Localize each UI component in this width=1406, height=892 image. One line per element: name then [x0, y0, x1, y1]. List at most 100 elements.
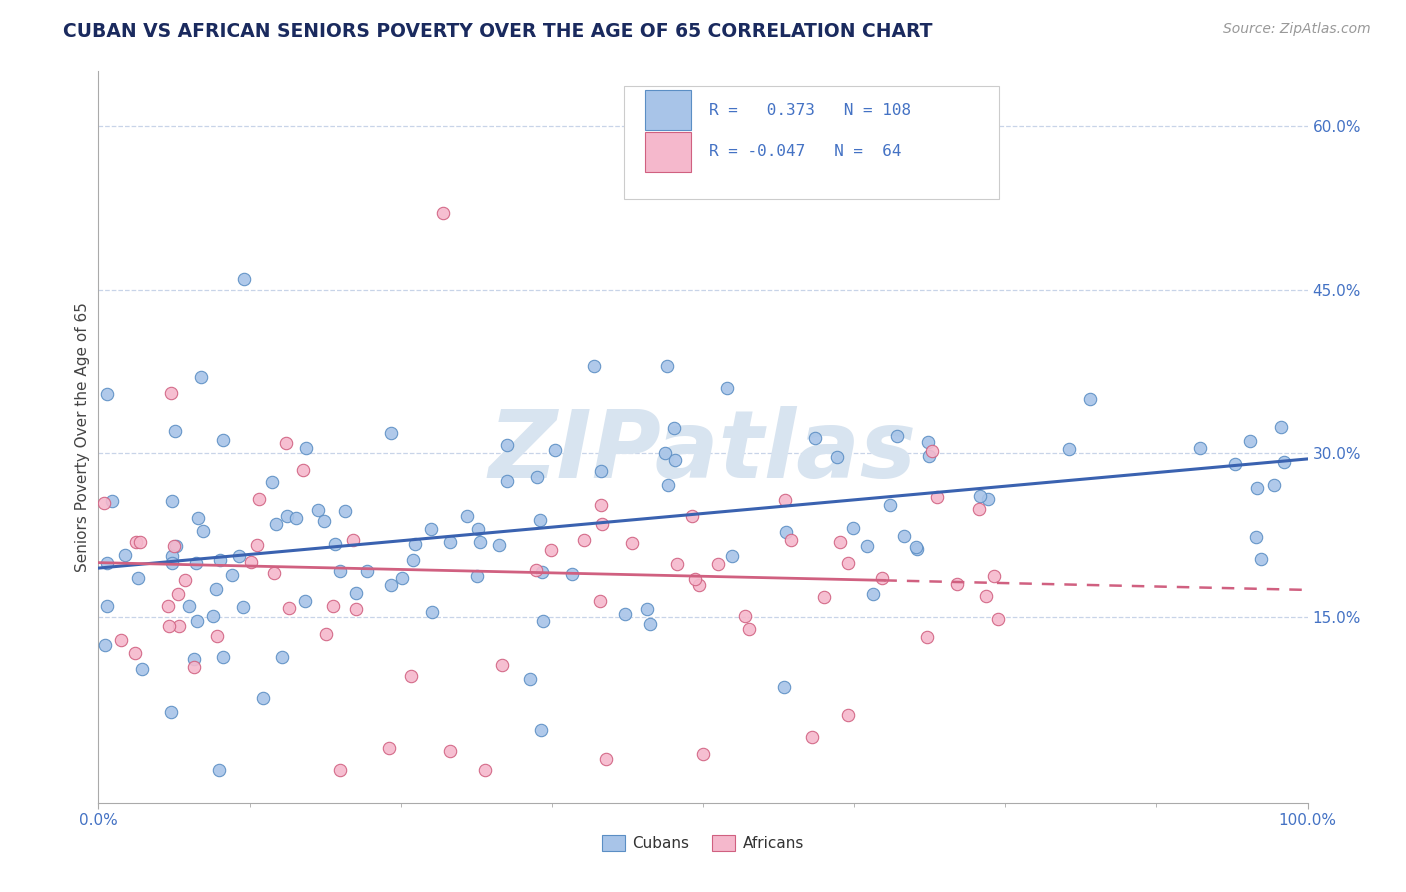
Point — [561, 566, 583, 581]
Legend: Cubans, Africans: Cubans, Africans — [596, 830, 810, 857]
Point — [96, 556, 118, 570]
Point — [277, 600, 299, 615]
Point — [837, 708, 859, 723]
Point — [160, 556, 183, 570]
Point — [862, 587, 884, 601]
FancyBboxPatch shape — [645, 90, 690, 130]
Point — [205, 582, 228, 597]
Point — [1239, 434, 1261, 449]
Point — [837, 557, 859, 571]
Point — [439, 534, 461, 549]
Point — [692, 747, 714, 761]
Point — [856, 539, 879, 553]
Point — [1057, 442, 1080, 456]
Point — [157, 599, 180, 613]
Point — [163, 539, 186, 553]
Point — [925, 490, 948, 504]
Point — [190, 370, 212, 384]
Point — [595, 752, 617, 766]
Point — [519, 672, 541, 686]
Point — [737, 623, 759, 637]
Point — [666, 558, 689, 572]
FancyBboxPatch shape — [645, 132, 690, 172]
Point — [208, 553, 231, 567]
Point — [124, 646, 146, 660]
Point — [391, 571, 413, 585]
Point — [813, 590, 835, 604]
Point — [488, 538, 510, 552]
Point — [174, 574, 197, 588]
Point — [1246, 481, 1268, 495]
Point — [780, 533, 803, 548]
Point — [262, 475, 284, 489]
Point — [127, 571, 149, 585]
Point — [827, 450, 849, 464]
Point — [474, 763, 496, 777]
Point — [276, 508, 298, 523]
Point — [946, 577, 969, 591]
Point — [401, 669, 423, 683]
Point — [432, 206, 454, 220]
Point — [420, 605, 443, 619]
Point — [96, 599, 118, 613]
Point — [377, 741, 399, 756]
Point — [664, 453, 686, 467]
Point — [591, 464, 613, 478]
Point — [183, 652, 205, 666]
Point — [636, 602, 658, 616]
Point — [540, 543, 562, 558]
Point — [402, 553, 425, 567]
Text: Source: ZipAtlas.com: Source: ZipAtlas.com — [1223, 22, 1371, 37]
Point — [380, 425, 402, 440]
Point — [270, 649, 292, 664]
Point — [591, 498, 613, 512]
Point — [344, 586, 367, 600]
Point — [707, 557, 730, 571]
Point — [264, 516, 287, 531]
Point — [165, 425, 187, 439]
Point — [588, 593, 610, 607]
Point — [524, 563, 547, 577]
Point — [186, 614, 208, 628]
Point — [716, 381, 738, 395]
Point — [162, 493, 184, 508]
Point — [905, 540, 928, 554]
Point — [533, 614, 555, 628]
Point — [160, 705, 183, 719]
Point — [915, 630, 938, 644]
Point — [531, 565, 554, 579]
Point — [879, 498, 901, 512]
Point — [165, 539, 187, 553]
Point — [157, 618, 180, 632]
Point — [1078, 392, 1101, 406]
Point — [232, 599, 254, 614]
Point — [495, 438, 517, 452]
Point — [803, 431, 825, 445]
Point — [921, 444, 943, 458]
Point — [620, 536, 643, 550]
Point — [688, 578, 710, 592]
Point — [905, 541, 928, 556]
Point — [1246, 530, 1268, 544]
Point — [211, 434, 233, 448]
Point — [247, 491, 270, 506]
Point — [468, 535, 491, 549]
Point — [1189, 441, 1212, 455]
Point — [664, 421, 686, 435]
Point — [1250, 552, 1272, 566]
Point — [983, 569, 1005, 583]
Point — [184, 556, 207, 570]
Point — [380, 577, 402, 591]
Point — [232, 272, 254, 286]
Point — [526, 470, 548, 484]
Point — [657, 477, 679, 491]
Point — [917, 434, 939, 449]
Point — [800, 731, 823, 745]
Point — [329, 564, 352, 578]
Text: CUBAN VS AFRICAN SENIORS POVERTY OVER THE AGE OF 65 CORRELATION CHART: CUBAN VS AFRICAN SENIORS POVERTY OVER TH… — [63, 22, 932, 41]
Point — [93, 496, 115, 510]
Point — [344, 602, 367, 616]
Point — [987, 611, 1010, 625]
Point — [613, 607, 636, 622]
Point — [456, 508, 478, 523]
